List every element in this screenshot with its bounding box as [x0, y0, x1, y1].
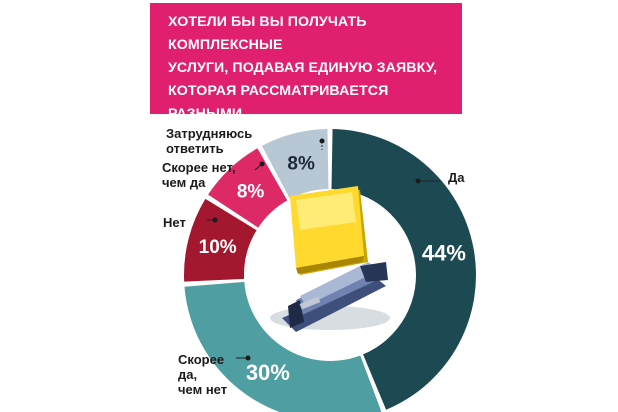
- value-label-1: 44%: [422, 240, 466, 265]
- category-label-1: Да: [448, 170, 465, 185]
- category-label-3: Нет: [163, 215, 186, 230]
- slice-4: [208, 148, 288, 228]
- slice-1: [331, 129, 476, 410]
- leader-dot-3: [212, 217, 218, 223]
- slice-2: [184, 281, 382, 412]
- slice-5: [261, 129, 329, 199]
- category-label-4: Скорее нет, чем да: [162, 160, 236, 190]
- sticky-note-icon: [290, 186, 368, 275]
- center-illustration: [270, 186, 390, 332]
- leader-dot-1: [415, 178, 421, 184]
- value-label-4: 8%: [237, 181, 265, 202]
- value-label-3: 10%: [199, 237, 237, 258]
- leader-dot-2: [245, 355, 251, 361]
- leader-dot-5: [319, 138, 325, 144]
- question-banner: ХОТЕЛИ БЫ ВЫ ПОЛУЧАТЬ КОМПЛЕКСНЫЕ УСЛУГИ…: [150, 3, 462, 145]
- value-label-2: 30%: [246, 360, 290, 385]
- slice-3: [184, 198, 257, 282]
- category-label-5: Затрудняюсь ответить: [166, 126, 253, 156]
- leader-dot-4: [259, 161, 265, 167]
- value-label-5: 8%: [287, 154, 315, 175]
- category-label-2: Скорее да, чем нет: [178, 352, 228, 397]
- stapler-icon: [270, 262, 390, 332]
